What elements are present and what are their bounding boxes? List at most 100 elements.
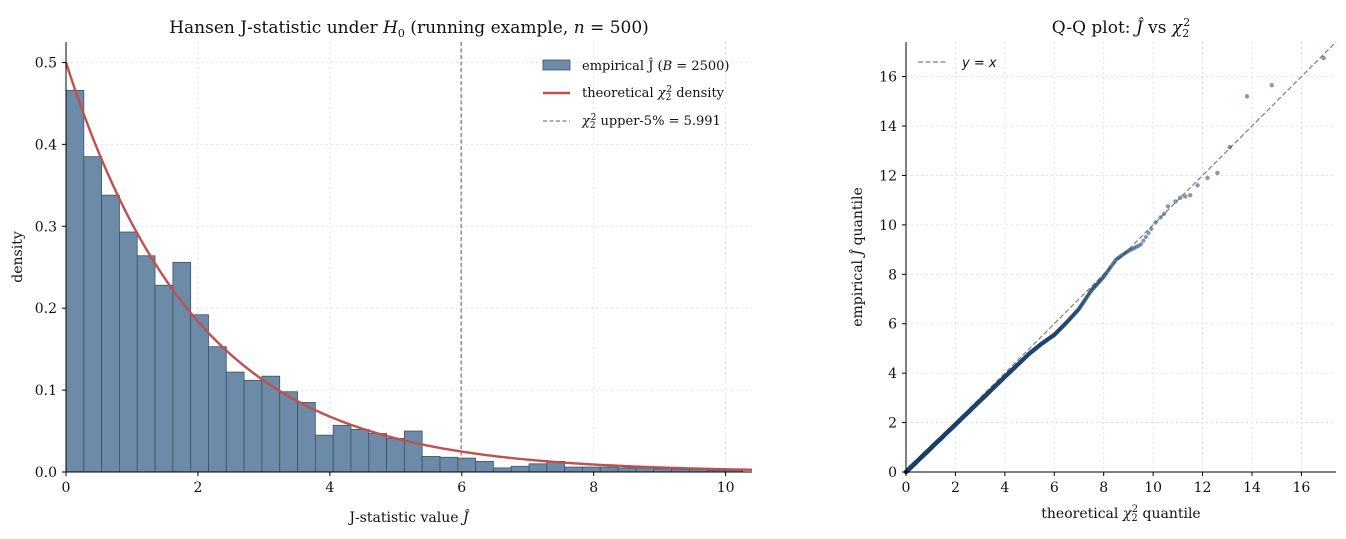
y-tick-label: 0 xyxy=(888,465,897,481)
legend-crit-label: χ22 upper-5% = 5.991 xyxy=(581,113,721,131)
qq-point xyxy=(1183,194,1188,199)
qq-point xyxy=(1269,83,1274,88)
y-tick-label: 8 xyxy=(888,267,897,283)
histogram-bar xyxy=(510,465,530,473)
legend-hist-swatch xyxy=(542,59,571,71)
histogram-bar xyxy=(457,457,477,473)
histogram-legend: empirical Ĵ (B = 2500) theoretical χ22 d… xyxy=(542,58,730,131)
x-tick-label: 12 xyxy=(1194,480,1212,496)
histogram-bar xyxy=(83,156,103,473)
histogram-x-label: J-statistic value Ĵ xyxy=(347,508,470,526)
legend-density-label: theoretical χ22 density xyxy=(582,85,725,103)
histogram-bar xyxy=(350,429,370,473)
histogram-bar xyxy=(154,284,174,473)
histogram-bar xyxy=(243,379,263,473)
qq-point xyxy=(1143,234,1148,240)
x-tick-label: 16 xyxy=(1292,480,1310,496)
density-curve xyxy=(64,62,753,471)
y-tick-label: 0.5 xyxy=(35,55,57,71)
histogram-bar xyxy=(136,255,156,473)
histogram-bars xyxy=(65,89,744,473)
qq-point xyxy=(1187,193,1193,198)
histogram-y-label: density xyxy=(10,231,26,283)
x-tick-label: 4 xyxy=(325,480,334,496)
qq-point xyxy=(1138,242,1144,247)
qq-panel: 0 2 4 6 8 10 12 14 16 0 2 4 6 8 10 12 14 16 Q-Q plot: Ĵ v… xyxy=(848,16,1337,524)
histogram-bar xyxy=(564,466,583,473)
qq-y-label: empirical Ĵ quantile xyxy=(848,187,866,327)
histogram-bar xyxy=(386,438,405,473)
y-tick-label: 10 xyxy=(879,218,897,234)
y-tick-label: 0.1 xyxy=(35,383,57,399)
qq-point xyxy=(1195,183,1200,188)
x-tick-label: 0 xyxy=(902,480,911,496)
histogram-bar xyxy=(528,463,548,473)
histogram-bar xyxy=(439,456,459,473)
legend-ref-label: y = x xyxy=(961,56,997,71)
qq-legend: y = x xyxy=(918,56,997,71)
qq-point xyxy=(1149,226,1154,232)
histogram-bar xyxy=(297,401,316,473)
y-tick-label: 6 xyxy=(888,317,897,333)
histogram-bar xyxy=(65,89,85,473)
x-tick-label: 8 xyxy=(1099,480,1108,496)
histogram-bar xyxy=(279,391,298,473)
x-tick-label: 4 xyxy=(1000,480,1009,496)
qq-point xyxy=(1153,220,1158,225)
histogram-title: Hansen J-statistic under H0 (running exa… xyxy=(169,18,649,40)
y-tick-label: 16 xyxy=(879,70,897,86)
qq-x-label: theoretical χ22 quantile xyxy=(1041,504,1200,524)
histogram-bar xyxy=(190,314,209,473)
histogram-bar xyxy=(225,371,245,473)
legend-hist-label: empirical Ĵ (B = 2500) xyxy=(582,58,730,74)
qq-point xyxy=(1173,199,1178,204)
y-tick-label: 0.2 xyxy=(35,301,57,317)
qq-point xyxy=(1205,175,1210,181)
y-tick-label: 0.0 xyxy=(35,465,57,481)
histogram-bar xyxy=(421,456,441,473)
histogram-bar xyxy=(119,231,138,473)
histogram-bar xyxy=(314,434,334,473)
x-tick-label: 0 xyxy=(62,480,71,496)
qq-point xyxy=(1321,55,1326,61)
qq-point xyxy=(1158,215,1163,220)
x-tick-label: 2 xyxy=(951,480,960,496)
x-tick-label: 6 xyxy=(1050,480,1059,496)
x-tick-label: 2 xyxy=(193,480,202,496)
histogram-bar xyxy=(582,466,601,473)
qq-ticks: 0 2 4 6 8 10 12 14 16 0 2 4 6 8 10 12 14 16 xyxy=(879,70,1310,496)
qq-point xyxy=(1141,238,1146,243)
histogram-ticks: 0 2 4 6 8 10 0.0 0.1 0.2 0.3 0.4 0.5 xyxy=(35,55,735,496)
qq-points xyxy=(903,55,1326,475)
histogram-bar xyxy=(635,467,655,473)
histogram-panel: 0 2 4 6 8 10 0.0 0.1 0.2 0.3 0.4 0.5 Hansen J-stati… xyxy=(10,18,753,526)
histogram-bar xyxy=(493,467,512,473)
qq-point xyxy=(1162,211,1167,216)
histogram-bar xyxy=(208,346,227,473)
qq-point xyxy=(1244,94,1250,99)
x-tick-label: 10 xyxy=(717,480,735,496)
qq-point xyxy=(1146,230,1151,236)
qq-point xyxy=(1178,195,1183,200)
y-tick-label: 0.4 xyxy=(35,137,57,153)
histogram-bar xyxy=(101,194,120,473)
histogram-bar xyxy=(403,430,423,473)
qq-point xyxy=(1227,144,1232,150)
histogram-bar xyxy=(599,466,619,473)
y-tick-label: 12 xyxy=(879,168,897,184)
qq-point xyxy=(1165,204,1171,209)
histogram-bar xyxy=(368,433,387,473)
qq-point xyxy=(1215,170,1220,176)
x-tick-label: 14 xyxy=(1243,480,1261,496)
histogram-bar xyxy=(332,424,352,473)
qq-title: Q-Q plot: Ĵ vs χ22 xyxy=(1052,16,1190,40)
y-tick-label: 0.3 xyxy=(35,219,57,235)
y-tick-label: 14 xyxy=(879,119,897,135)
y-tick-label: 4 xyxy=(888,366,897,382)
histogram-bar xyxy=(475,460,494,473)
y-tick-label: 2 xyxy=(888,416,897,432)
x-tick-label: 6 xyxy=(457,480,466,496)
x-tick-label: 8 xyxy=(589,480,598,496)
x-tick-label: 10 xyxy=(1144,480,1162,496)
